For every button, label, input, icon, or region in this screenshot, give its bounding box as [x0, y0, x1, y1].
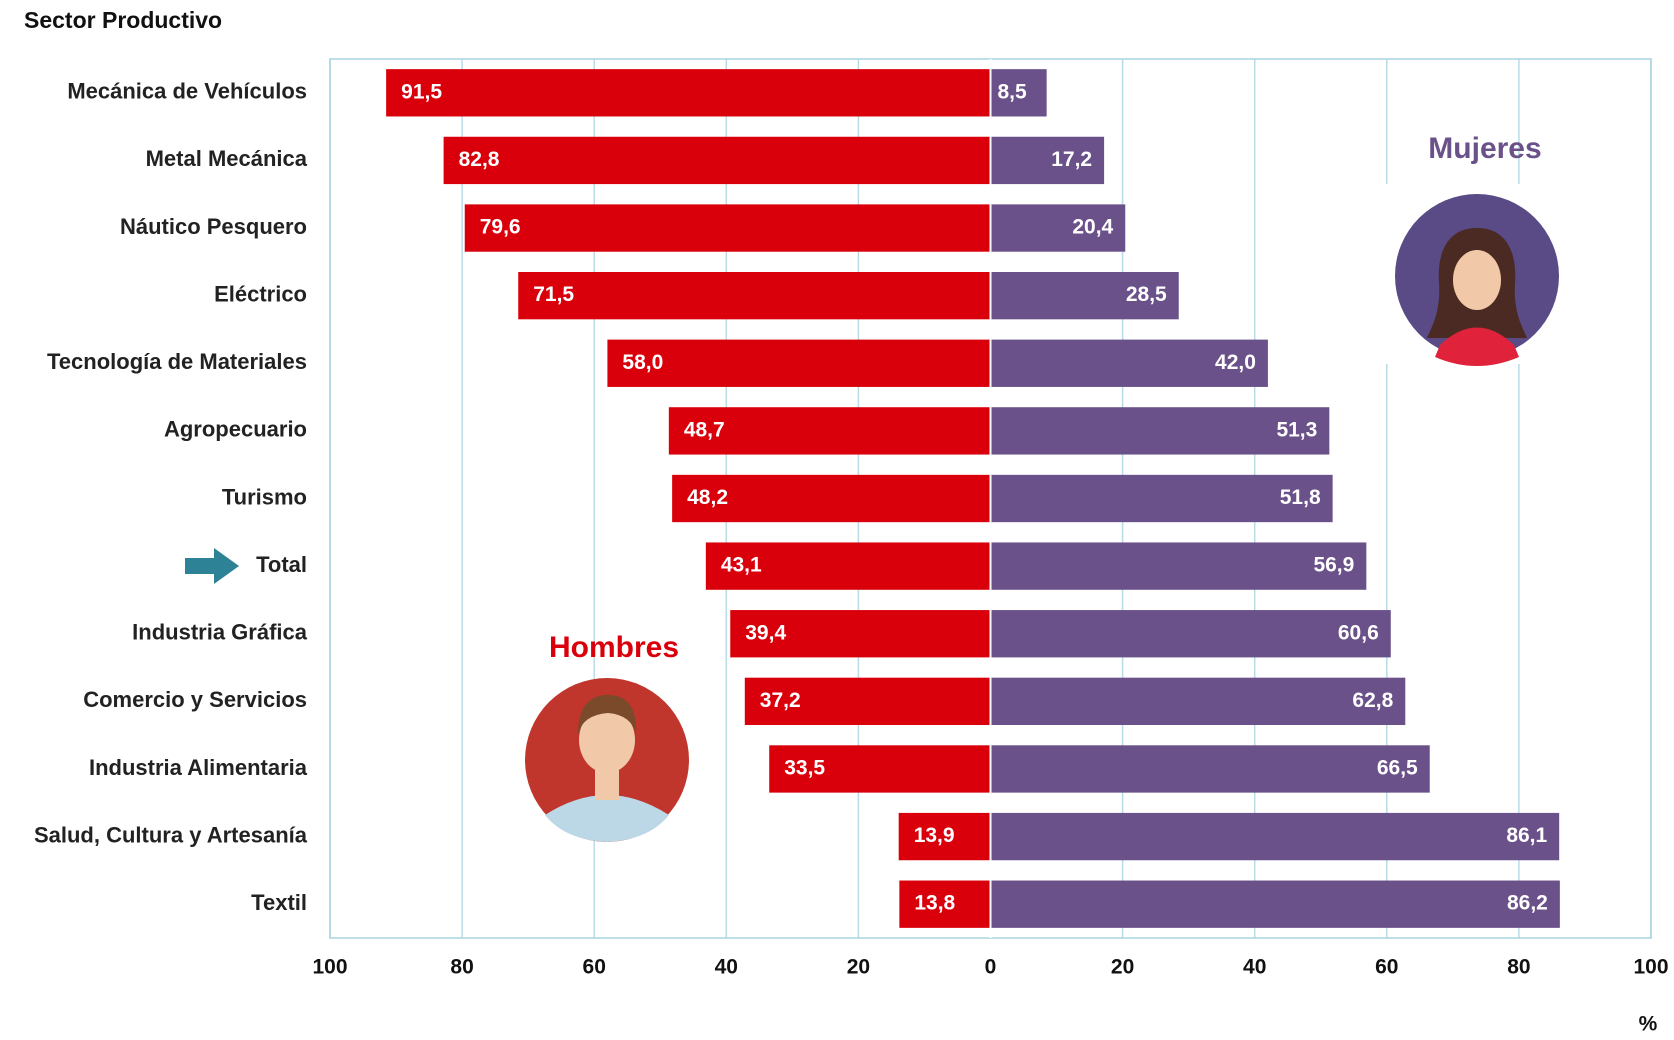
bar: [898, 812, 991, 861]
value-label: 58,0: [622, 351, 663, 374]
bar: [730, 610, 991, 658]
bar: [990, 136, 1105, 185]
value-label: 51,3: [1276, 418, 1317, 441]
bar: [990, 407, 1330, 455]
bar: [990, 69, 1047, 117]
bars: 91,5 8,5 82,8 17,2 79,6 20,4 71,5 28,5 58,0 42,0 4…: [386, 59, 1560, 938]
category-label: Tecnología de Materiales: [47, 349, 307, 374]
value-label: 91,5: [401, 80, 442, 103]
category-label: Agropecuario: [164, 417, 307, 442]
arrow: [185, 548, 239, 584]
bar: [990, 474, 1333, 523]
x-tick-label: 20: [1111, 956, 1134, 979]
series-label: Hombres: [549, 631, 679, 664]
category-label: Salud, Cultura y Artesanía: [34, 822, 308, 847]
bar: [518, 271, 991, 320]
bar: [899, 880, 991, 928]
category-label: Textil: [251, 890, 307, 915]
bar: [443, 136, 991, 185]
value-label: 86,1: [1506, 824, 1547, 847]
series-label: Mujeres: [1428, 132, 1541, 165]
value-label: 66,5: [1377, 757, 1418, 780]
bar: [744, 677, 991, 726]
x-tick-label: 20: [847, 956, 870, 979]
value-label: 13,9: [914, 824, 955, 847]
value-label: 20,4: [1072, 216, 1113, 239]
bar: [990, 745, 1430, 793]
value-label: 37,2: [760, 689, 801, 712]
bar: [672, 474, 991, 523]
value-label: 60,6: [1338, 621, 1379, 644]
bar: [990, 542, 1367, 590]
value-label: 28,5: [1126, 283, 1167, 306]
category-label: Comercio y Servicios: [83, 687, 307, 712]
value-label: 71,5: [533, 283, 574, 306]
value-label: 42,0: [1215, 351, 1256, 374]
x-tick-label: 80: [1507, 956, 1530, 979]
category-label: Náutico Pesquero: [120, 214, 307, 239]
x-tick-label: 0: [985, 956, 997, 979]
value-label: 56,9: [1313, 554, 1354, 577]
category-label: Metal Mecánica: [146, 146, 308, 171]
value-label: 86,2: [1507, 892, 1548, 915]
x-axis-label: %: [1639, 1013, 1658, 1036]
value-label: 8,5: [998, 80, 1028, 103]
x-tick-label: 60: [583, 956, 606, 979]
bar: [990, 271, 1179, 320]
value-label: 39,4: [745, 621, 786, 644]
bar: [769, 745, 991, 793]
category-label: Industria Alimentaria: [89, 755, 308, 780]
bar: [607, 339, 991, 387]
bar: [705, 542, 991, 590]
category-label: Total: [256, 552, 307, 577]
value-label: 43,1: [721, 554, 762, 577]
value-label: 33,5: [784, 757, 825, 780]
bar: [990, 880, 1560, 928]
bar: [990, 812, 1560, 861]
x-tick-label: 80: [450, 956, 473, 979]
x-tick-label: 40: [715, 956, 738, 979]
woman-icon: [1385, 184, 1575, 366]
value-label: 79,6: [480, 216, 521, 239]
value-label: 17,2: [1051, 148, 1092, 171]
man-icon: [525, 678, 689, 842]
x-tick-label: 100: [1633, 956, 1668, 979]
value-label: 48,7: [684, 418, 725, 441]
x-tick-label: 60: [1375, 956, 1398, 979]
category-label: Turismo: [222, 484, 307, 509]
bar: [990, 339, 1268, 387]
value-label: 62,8: [1352, 689, 1393, 712]
category-label: Mecánica de Vehículos: [67, 79, 307, 104]
bar: [668, 407, 991, 455]
value-label: 82,8: [459, 148, 500, 171]
chart-title: Sector Productivo: [24, 7, 222, 33]
bar: [990, 610, 1391, 658]
category-label: Eléctrico: [214, 281, 307, 306]
bar: [990, 204, 1126, 252]
value-label: 13,8: [914, 892, 955, 915]
value-label: 51,8: [1280, 486, 1321, 509]
x-tick-label: 100: [312, 956, 347, 979]
bar: [386, 69, 991, 117]
value-label: 48,2: [687, 486, 728, 509]
bar: [464, 204, 991, 252]
bar: [990, 677, 1406, 726]
category-label: Industria Gráfica: [132, 620, 308, 645]
x-tick-label: 40: [1243, 956, 1266, 979]
